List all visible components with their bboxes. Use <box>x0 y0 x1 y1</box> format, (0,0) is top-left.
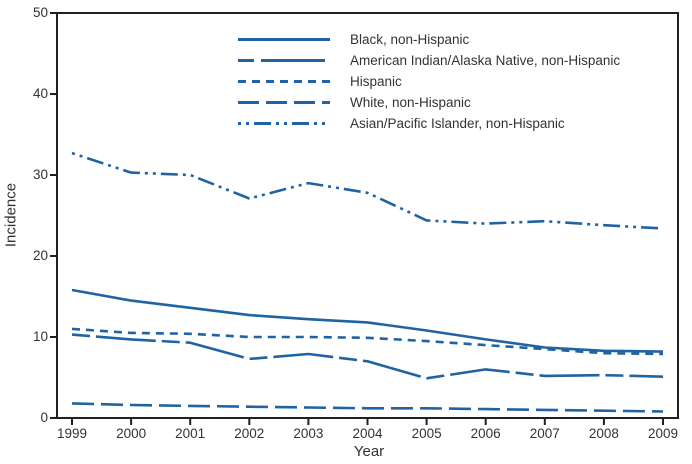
legend-row: Hispanic <box>238 71 620 92</box>
x-tick-label: 2003 <box>293 426 324 441</box>
series-line-0 <box>71 288 664 353</box>
y-tick-label: 30 <box>32 167 48 182</box>
x-tick-label: 2001 <box>175 426 206 441</box>
legend-line-sample-1 <box>238 59 330 62</box>
legend-line-sample-3 <box>238 101 330 104</box>
legend-label: Asian/Pacific Islander, non-Hispanic <box>350 116 565 131</box>
x-axis-title: Year <box>353 443 385 460</box>
legend-row: Black, non-Hispanic <box>238 29 620 50</box>
series-line-2 <box>71 327 664 356</box>
legend-label: American Indian/Alaska Native, non-Hispa… <box>350 53 621 68</box>
y-axis-title: Incidence <box>2 182 20 248</box>
series-line-1 <box>71 333 664 380</box>
legend-label: White, non-Hispanic <box>350 95 471 110</box>
x-tick-label: 2002 <box>234 426 265 441</box>
legend-line-sample-4 <box>238 122 330 125</box>
y-tick-label: 50 <box>32 5 48 20</box>
series-line-3 <box>71 402 664 413</box>
legend-row: American Indian/Alaska Native, non-Hispa… <box>238 50 620 71</box>
y-tick-label: 0 <box>40 410 48 425</box>
x-tick-label: 2000 <box>116 426 147 441</box>
y-tick-label: 20 <box>32 248 48 263</box>
legend: Black, non-Hispanic American Indian/Alask… <box>238 29 620 134</box>
x-tick-label: 2004 <box>352 426 383 441</box>
y-tick-label: 10 <box>32 329 48 344</box>
legend-label: Hispanic <box>350 74 402 89</box>
legend-row: White, non-Hispanic <box>238 92 620 113</box>
x-tick-label: 2006 <box>470 426 501 441</box>
legend-line-sample-2 <box>238 80 330 83</box>
x-tick-label: 2005 <box>411 426 442 441</box>
x-tick-label: 1999 <box>56 426 88 441</box>
legend-label: Black, non-Hispanic <box>350 32 470 47</box>
x-tick-label: 2008 <box>588 426 619 441</box>
x-tick-label: 2009 <box>647 426 679 441</box>
series-line-4 <box>71 151 664 230</box>
legend-row: Asian/Pacific Islander, non-Hispanic <box>238 113 620 134</box>
legend-line-sample-0 <box>238 38 330 41</box>
y-tick-label: 40 <box>32 86 48 101</box>
x-tick-label: 2007 <box>529 426 560 441</box>
